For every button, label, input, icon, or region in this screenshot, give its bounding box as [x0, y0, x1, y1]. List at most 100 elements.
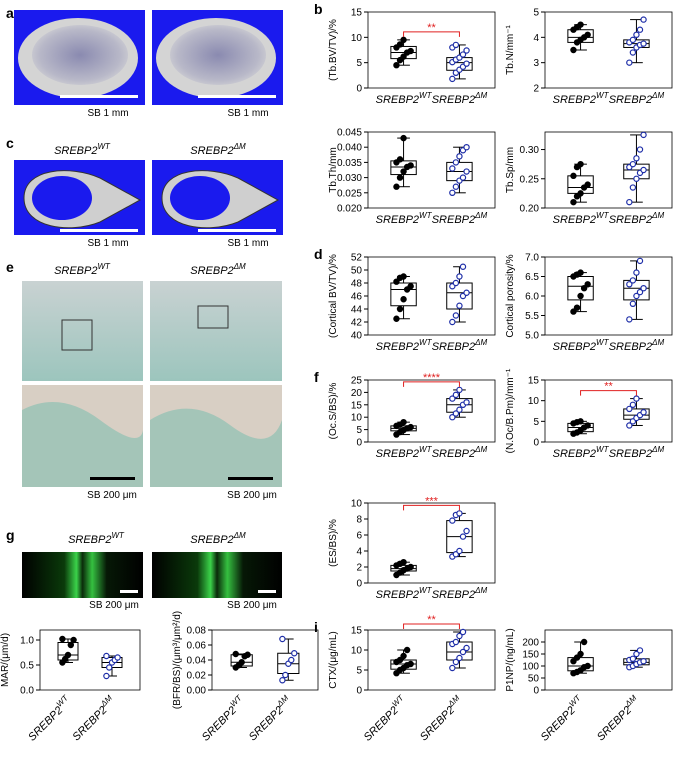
y-tick-label: 100 — [522, 662, 539, 673]
label-base: SREBP2 — [376, 341, 419, 353]
y-axis-label: Tb.Sp/mm — [505, 147, 516, 193]
x-tick-label: SREBP2ΔM — [432, 91, 488, 106]
y-tick-label: 0 — [356, 686, 362, 697]
y-tick-label: 0.020 — [337, 204, 362, 215]
title-sup: WT — [97, 262, 111, 271]
label-sup: ΔM — [651, 338, 664, 347]
data-point — [570, 172, 577, 180]
y-tick-label: 10 — [351, 499, 363, 510]
data-point — [400, 36, 407, 44]
data-point — [636, 647, 644, 654]
data-point — [291, 650, 298, 657]
data-point — [400, 559, 407, 566]
y-tick-label: 0.5 — [20, 661, 34, 672]
x-tick-label: SREBP2WT — [537, 693, 588, 744]
y-tick-label: 0 — [533, 686, 539, 697]
label-sup: ΔM — [474, 338, 487, 347]
y-axis-label: (Oc.S/BS)/% — [328, 383, 339, 440]
y-tick-label: 5 — [356, 666, 362, 677]
y-tick-label: 52 — [351, 253, 363, 264]
x-tick-label: SREBP2ΔM — [432, 211, 488, 226]
y-tick-label: 44 — [351, 305, 363, 316]
y-tick-label: 15 — [528, 376, 540, 387]
data-point — [407, 563, 414, 571]
plot-frame — [367, 379, 496, 443]
y-tick-label: 2 — [356, 563, 362, 574]
data-point — [573, 304, 581, 311]
data-point — [629, 401, 637, 408]
y-tick-label: 46 — [351, 292, 363, 303]
data-point — [456, 302, 463, 309]
data-point — [393, 61, 400, 69]
data-point — [449, 318, 456, 326]
data-point — [463, 289, 470, 296]
data-point — [393, 183, 400, 190]
plot-frame — [367, 629, 496, 691]
significance-label: *** — [425, 495, 439, 507]
label-base: SREBP2 — [376, 589, 419, 601]
label-sup: WT — [419, 445, 433, 454]
data-point — [400, 53, 407, 60]
data-point — [577, 21, 584, 28]
data-point — [400, 418, 407, 426]
x-tick-label: SREBP2WT — [198, 693, 249, 744]
plot-frame — [211, 629, 319, 691]
data-point — [452, 391, 460, 399]
panel-label: b — [314, 1, 323, 17]
y-tick-label: 10 — [528, 396, 540, 407]
image-title: SREBP2ΔM — [190, 262, 246, 277]
data-point — [452, 183, 460, 190]
data-point — [64, 651, 72, 659]
data-point — [456, 406, 463, 413]
label-base: SREBP2 — [595, 704, 634, 743]
fluorescence-image — [152, 552, 282, 598]
data-point — [456, 153, 463, 160]
data-point — [459, 51, 467, 58]
data-point — [400, 296, 407, 303]
image-title: SREBP2WT — [68, 531, 125, 546]
label-base: SREBP2 — [609, 341, 652, 353]
data-point — [456, 632, 463, 640]
data-point — [633, 650, 640, 658]
ct-image — [14, 10, 145, 105]
y-tick-label: 48 — [351, 279, 363, 290]
data-point — [640, 166, 647, 174]
y-tick-label: 0.040 — [337, 143, 362, 154]
x-tick-label: SREBP2WT — [553, 338, 610, 353]
data-point — [459, 174, 467, 181]
data-point — [626, 59, 633, 66]
scale-bar-label: SB 200 μm — [89, 600, 139, 611]
data-point — [396, 156, 404, 163]
y-tick-label: 5 — [533, 417, 539, 428]
x-tick-label: SREBP2WT — [360, 693, 411, 744]
data-point — [629, 49, 637, 56]
x-tick-label: SREBP2ΔM — [593, 693, 643, 743]
data-point — [452, 279, 460, 287]
data-point — [67, 641, 75, 649]
data-point — [114, 654, 121, 661]
x-tick-label: SREBP2WT — [376, 211, 433, 226]
data-point — [279, 677, 286, 684]
data-point — [633, 155, 640, 162]
label-sup: WT — [596, 91, 610, 100]
data-point — [577, 160, 584, 168]
data-point — [626, 405, 633, 413]
fluorescence-image — [22, 552, 143, 598]
significance-bracket — [580, 390, 637, 396]
y-tick-label: 0.08 — [187, 626, 207, 637]
ct-image — [152, 160, 283, 235]
y-tick-label: 0.25 — [520, 174, 540, 185]
data-point — [463, 399, 470, 406]
x-tick-label: SREBP2WT — [553, 211, 610, 226]
y-tick-label: 50 — [351, 266, 363, 277]
data-point — [59, 635, 66, 643]
title-base: SREBP2 — [68, 534, 111, 546]
y-axis-label: (Tb.BV/TV)/% — [328, 19, 339, 81]
x-tick-label: SREBP2ΔM — [609, 338, 665, 353]
data-point — [396, 656, 404, 664]
data-point — [577, 190, 584, 197]
data-point — [400, 134, 407, 142]
data-point — [577, 650, 584, 658]
label-base: SREBP2 — [539, 704, 578, 743]
data-point — [103, 672, 110, 680]
